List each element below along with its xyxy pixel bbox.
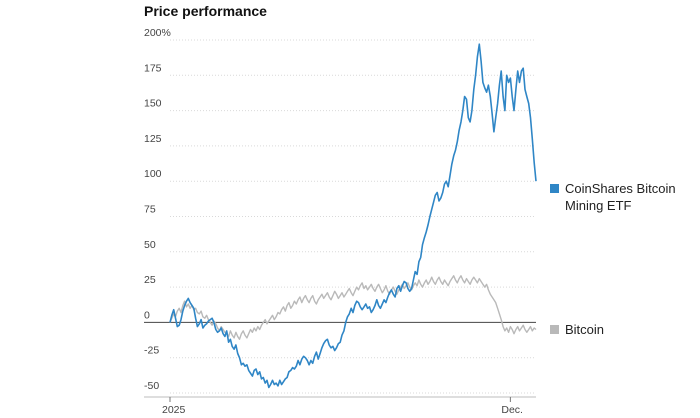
x-tick-label: Dec. [501, 404, 523, 416]
y-tick-label: -50 [144, 380, 159, 392]
legend-label-bitcoin: Bitcoin [565, 322, 605, 337]
y-tick-label: 200% [144, 27, 171, 39]
legend-swatch-etf [550, 184, 559, 193]
y-tick-label: 100 [144, 168, 162, 180]
y-tick-label: -25 [144, 345, 159, 357]
y-tick-labels: -50 -25 0 25 50 75 100 125 150 175 200% [144, 27, 171, 392]
y-tick-label: 75 [144, 204, 156, 216]
legend-swatch-bitcoin [550, 325, 559, 334]
legend-item-etf: CoinShares Bitcoin Mining ETF [550, 180, 690, 214]
series-lines [169, 43, 537, 389]
y-tick-label: 175 [144, 62, 162, 74]
legend-item-bitcoin: Bitcoin [550, 321, 670, 338]
series-line-etf [169, 43, 537, 389]
series-line-bitcoin [169, 275, 537, 340]
y-tick-label: 50 [144, 239, 156, 251]
x-axis: 2025 Dec. [144, 396, 536, 416]
y-tick-label: 0 [144, 309, 150, 321]
y-tick-label: 25 [144, 274, 156, 286]
legend-label-etf: CoinShares Bitcoin Mining ETF [565, 181, 676, 213]
gridlines [144, 39, 536, 394]
y-tick-label: 150 [144, 98, 162, 110]
x-tick-label: 2025 [162, 404, 186, 416]
chart-title: Price performance [144, 3, 267, 19]
y-tick-label: 125 [144, 133, 162, 145]
